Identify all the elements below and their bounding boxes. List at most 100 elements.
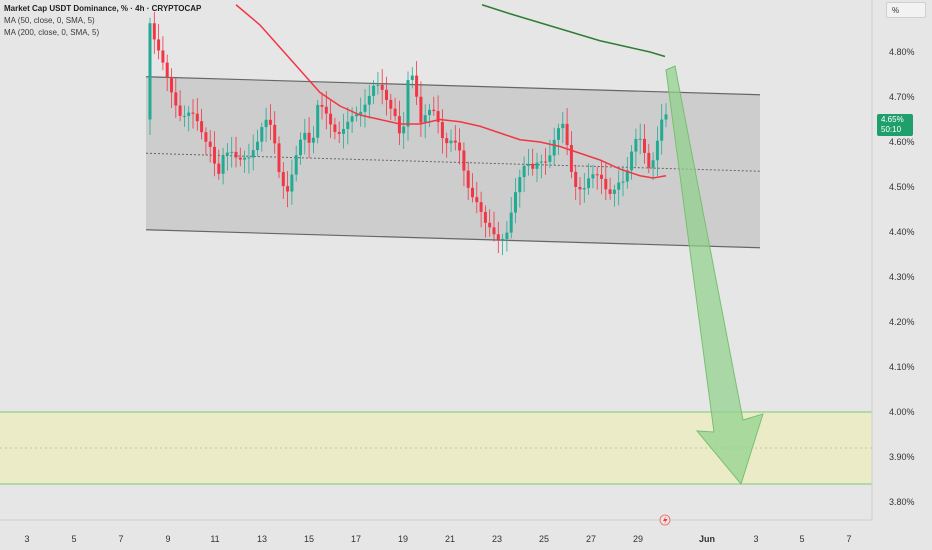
candle-body: [337, 131, 341, 134]
candle-body: [608, 189, 612, 194]
x-axis-ticks[interactable]: 3 5 7 9 11 13 15 17 19 21 23 25 27 29 Jun 3 5 7: [24, 534, 851, 544]
candle-body: [277, 143, 281, 172]
candle: [423, 104, 427, 139]
y-tick-label: 4.10%: [889, 362, 915, 372]
x-tick-label: 5: [71, 534, 76, 544]
candle-body: [406, 80, 410, 127]
projection-arrow-shape[interactable]: [665, 65, 764, 486]
candle: [612, 184, 616, 207]
candle: [561, 111, 565, 144]
candle-body: [329, 113, 333, 125]
candle: [552, 127, 556, 166]
candle-body: [647, 152, 651, 168]
candle-body: [268, 119, 272, 125]
candle: [630, 144, 634, 180]
candle: [264, 107, 268, 143]
candle: [505, 221, 509, 252]
x-tick-label: 7: [846, 534, 851, 544]
candle-body: [363, 104, 367, 112]
candle-body: [591, 174, 595, 179]
candle-body: [350, 116, 354, 122]
candle-body: [217, 163, 221, 174]
ma200-legend[interactable]: MA (200, close, 0, SMA, 5): [4, 28, 100, 37]
candle: [320, 92, 324, 120]
candle-body: [634, 138, 638, 152]
candle-body: [415, 75, 419, 97]
candle: [238, 147, 242, 167]
candle: [273, 111, 277, 154]
candle: [204, 127, 208, 156]
candle-body: [238, 157, 242, 160]
candle: [182, 105, 186, 127]
candle-body: [161, 50, 165, 63]
candle-body: [496, 234, 500, 240]
candle-body: [643, 138, 646, 153]
y-tick-label: 4.00%: [889, 407, 915, 417]
bar-countdown: 50:10: [881, 125, 902, 134]
candle: [535, 152, 539, 183]
candle-body: [299, 139, 302, 156]
candle: [428, 103, 431, 128]
x-tick-label: 29: [633, 534, 643, 544]
candle-body: [617, 182, 621, 190]
candle: [234, 136, 238, 168]
candle: [337, 121, 341, 144]
unit-toggle-button[interactable]: %: [886, 2, 926, 18]
candle: [660, 104, 664, 155]
candle-body: [479, 202, 483, 212]
candle: [462, 142, 466, 187]
candle: [230, 136, 234, 168]
candle-body: [655, 140, 659, 161]
candle: [303, 118, 307, 155]
candle: [174, 77, 178, 118]
candle: [187, 106, 191, 132]
candle: [299, 132, 302, 165]
candle-body: [178, 105, 182, 116]
x-tick-label: 25: [539, 534, 549, 544]
candle-body: [531, 163, 535, 169]
candle-body: [273, 124, 277, 144]
candle: [311, 126, 315, 154]
candle-body: [587, 178, 591, 189]
candle: [152, 12, 156, 54]
price-axis[interactable]: [872, 0, 932, 550]
ma200-line[interactable]: [481, 4, 666, 58]
candle-body: [612, 189, 616, 194]
chart-title[interactable]: Market Cap USDT Dominance, % · 4h · CRYP…: [4, 4, 202, 13]
candle-body: [243, 157, 247, 160]
candlestick-series: [148, 12, 668, 256]
y-axis-ticks: 4.80% 4.70% 4.60% 4.50% 4.40% 4.30% 4.20% 4.10%…: [889, 47, 915, 507]
candle: [518, 169, 522, 208]
candle-body: [453, 140, 457, 143]
channel-upper-line[interactable]: [145, 76, 761, 96]
candle: [268, 104, 272, 140]
ma50-legend[interactable]: MA (50, close, 0, SMA, 5): [4, 16, 95, 25]
candle-body: [264, 119, 268, 128]
candle: [260, 122, 264, 152]
candle: [281, 162, 285, 200]
candle-body: [307, 132, 311, 143]
candle: [569, 131, 573, 179]
channel-lower-line[interactable]: [145, 229, 761, 249]
candle-body: [256, 141, 259, 151]
candle: [406, 71, 410, 141]
candle-body: [428, 109, 431, 116]
candle-body: [539, 161, 543, 163]
candle-body: [440, 122, 444, 139]
candle: [277, 136, 281, 179]
candle-body: [148, 23, 152, 120]
ma50-line[interactable]: [235, 4, 667, 179]
candle: [165, 54, 169, 92]
candle: [359, 97, 363, 127]
candle-body: [221, 155, 225, 174]
lightning-icon[interactable]: [659, 514, 671, 526]
candle: [621, 165, 625, 197]
candle: [389, 93, 393, 121]
candle: [256, 129, 259, 157]
candle: [483, 205, 487, 238]
candle: [539, 154, 543, 179]
candle: [522, 156, 526, 192]
x-tick-label: 13: [257, 534, 267, 544]
candle-body: [505, 232, 509, 239]
